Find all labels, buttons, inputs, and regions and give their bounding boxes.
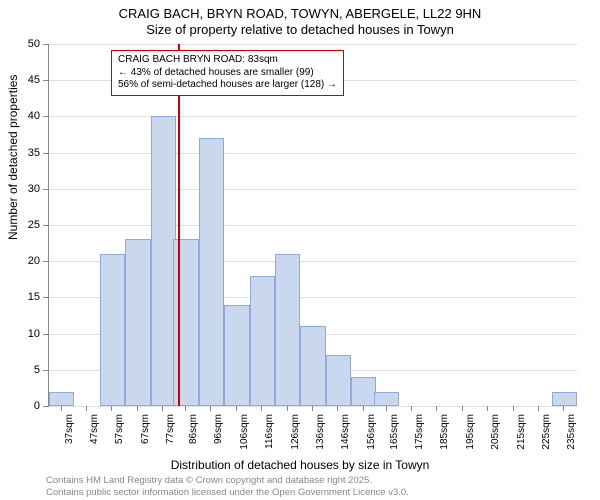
chart-container: CRAIG BACH, BRYN ROAD, TOWYN, ABERGELE, … [0,0,600,500]
grid-line [49,116,577,117]
annotation-box: CRAIG BACH BRYN ROAD: 83sqm← 43% of deta… [111,50,344,96]
y-tick [43,261,48,262]
y-tick [43,334,48,335]
reference-line [178,44,180,406]
y-tick-label: 0 [20,400,40,412]
annotation-line-2: ← 43% of detached houses are smaller (99… [118,67,337,80]
x-tick [287,406,288,411]
footer-line-2: Contains public sector information licen… [46,487,409,498]
y-tick-label: 35 [20,147,40,159]
title-line-1: CRAIG BACH, BRYN ROAD, TOWYN, ABERGELE, … [0,6,600,21]
annotation-line-3: 56% of semi-detached houses are larger (… [118,79,337,92]
x-tick [462,406,463,411]
x-tick-label: 235sqm [566,414,577,459]
x-tick-label: 106sqm [239,414,250,459]
x-tick-label: 96sqm [213,414,224,459]
y-tick [43,189,48,190]
y-tick-label: 40 [20,110,40,122]
y-tick [43,370,48,371]
x-tick-label: 47sqm [89,414,100,459]
x-tick-label: 195sqm [465,414,476,459]
y-tick [43,297,48,298]
y-tick [43,80,48,81]
y-axis-label: Number of detached properties [6,75,20,240]
y-tick-label: 45 [20,74,40,86]
y-tick [43,116,48,117]
x-tick-label: 136sqm [315,414,326,459]
histogram-bar [275,254,300,406]
grid-line [49,189,577,190]
y-tick-label: 30 [20,183,40,195]
grid-line [49,406,577,407]
x-tick [210,406,211,411]
x-tick [513,406,514,411]
histogram-bar [374,392,399,406]
plot-area: CRAIG BACH BRYN ROAD: 83sqm← 43% of deta… [48,44,577,407]
histogram-bar [49,392,74,406]
y-tick [43,225,48,226]
grid-line [49,225,577,226]
x-tick [411,406,412,411]
x-tick-label: 37sqm [64,414,75,459]
x-tick [538,406,539,411]
y-tick-label: 50 [20,38,40,50]
histogram-bar [199,138,224,406]
x-tick [162,406,163,411]
x-tick-label: 146sqm [340,414,351,459]
x-tick [436,406,437,411]
x-tick-label: 126sqm [290,414,301,459]
histogram-bar [552,392,577,406]
x-tick [61,406,62,411]
y-tick [43,44,48,45]
x-tick-label: 86sqm [188,414,199,459]
x-tick-label: 156sqm [366,414,377,459]
y-tick-label: 10 [20,328,40,340]
x-tick [261,406,262,411]
x-tick [386,406,387,411]
histogram-bar [224,305,249,406]
y-tick-label: 15 [20,291,40,303]
y-tick [43,153,48,154]
x-tick [111,406,112,411]
grid-line [49,153,577,154]
histogram-bar [326,355,351,406]
histogram-bar [351,377,376,406]
y-tick-label: 25 [20,219,40,231]
x-axis-label: Distribution of detached houses by size … [0,458,600,472]
histogram-bar [173,239,198,406]
histogram-bar [250,276,275,406]
x-tick [185,406,186,411]
annotation-line-1: CRAIG BACH BRYN ROAD: 83sqm [118,54,337,67]
x-tick-label: 205sqm [490,414,501,459]
x-tick-label: 57sqm [114,414,125,459]
y-tick-label: 20 [20,255,40,267]
x-tick [312,406,313,411]
y-tick-label: 5 [20,364,40,376]
x-tick [487,406,488,411]
x-tick [363,406,364,411]
footer-line-1: Contains HM Land Registry data © Crown c… [46,475,372,486]
histogram-bar [151,116,176,406]
grid-line [49,44,577,45]
histogram-bar [100,254,125,406]
x-tick [563,406,564,411]
x-tick [337,406,338,411]
x-tick [236,406,237,411]
x-tick-label: 225sqm [541,414,552,459]
x-tick [137,406,138,411]
histogram-bar [300,326,325,406]
x-tick-label: 215sqm [516,414,527,459]
y-tick [43,406,48,407]
x-tick-label: 77sqm [165,414,176,459]
x-tick-label: 116sqm [264,414,275,459]
x-tick-label: 175sqm [414,414,425,459]
x-tick-label: 165sqm [389,414,400,459]
histogram-bar [125,239,150,406]
title-line-2: Size of property relative to detached ho… [0,22,600,37]
x-tick [86,406,87,411]
x-tick-label: 185sqm [439,414,450,459]
x-tick-label: 67sqm [140,414,151,459]
